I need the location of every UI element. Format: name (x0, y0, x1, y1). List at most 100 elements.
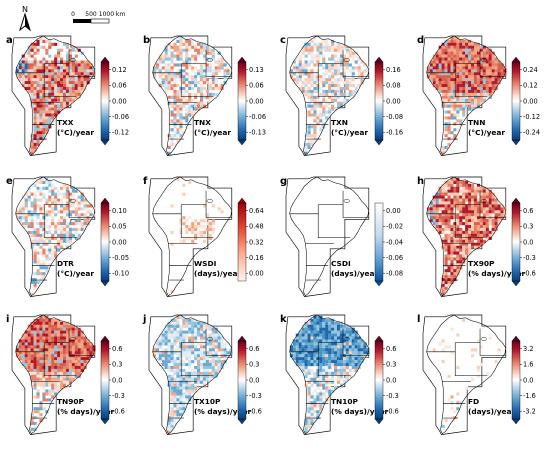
trend-cell (322, 54, 326, 58)
trend-cell (36, 365, 40, 370)
trend-cell (447, 104, 451, 108)
trend-cell (468, 195, 472, 199)
trend-cell (482, 189, 486, 193)
trend-cell (42, 315, 46, 320)
trend-cell (298, 78, 302, 82)
trend-cell (176, 110, 180, 114)
trend-cell (462, 195, 466, 199)
trend-cell (185, 230, 189, 235)
trend-cell (476, 48, 481, 52)
trend-cell (51, 333, 55, 337)
trend-cell (357, 345, 361, 349)
trend-cell (357, 66, 361, 70)
trend-cell (444, 125, 448, 129)
trend-cell (197, 42, 201, 46)
trend-cell (54, 242, 58, 246)
trend-cell (310, 327, 314, 331)
trend-cell (173, 116, 177, 120)
trend-cell (471, 92, 475, 96)
trend-cell (339, 72, 344, 76)
trend-cell (485, 201, 489, 205)
trend-cell (322, 45, 326, 49)
trend-cell (42, 125, 46, 129)
trend-cell (328, 333, 332, 337)
trend-cell (164, 357, 168, 361)
colorbar-gradient (237, 340, 247, 420)
trend-cell (176, 107, 180, 111)
trend-cell (71, 210, 75, 214)
trend-cell (310, 84, 314, 88)
trend-cell (170, 242, 174, 246)
trend-cell (476, 104, 481, 108)
trend-cell (42, 131, 46, 135)
trend-cell (441, 213, 445, 217)
trend-cell (86, 81, 90, 85)
trend-cell (39, 66, 43, 70)
trend-cell (226, 66, 230, 70)
trend-cell (57, 374, 61, 378)
trend-cell (80, 198, 84, 202)
trend-cell (310, 75, 314, 79)
trend-cell (473, 207, 478, 211)
trend-cell (33, 204, 37, 208)
trend-cell (45, 116, 49, 120)
trend-cell (214, 81, 218, 85)
index-name: CSDI (331, 259, 351, 268)
trend-cell (36, 60, 40, 64)
trend-cell (301, 342, 305, 346)
trend-cell (173, 360, 177, 364)
trend-cell (447, 60, 451, 64)
trend-cell (473, 89, 478, 94)
trend-cell (456, 113, 460, 117)
trend-cell (176, 345, 180, 349)
trend-cell (68, 201, 72, 205)
trend-cell (322, 371, 326, 375)
trend-cell (21, 336, 25, 340)
trend-cell (328, 336, 332, 340)
trend-cell (345, 327, 349, 331)
trend-cell (45, 398, 49, 402)
trend-cell (313, 416, 317, 420)
trend-cell (71, 374, 75, 378)
index-name: TXX (57, 118, 74, 127)
trend-cell (21, 60, 25, 64)
trend-cell (468, 222, 472, 226)
trend-cell (444, 116, 448, 120)
trend-cell (462, 186, 466, 190)
trend-cell (310, 81, 314, 85)
trend-cell (485, 63, 489, 67)
colorbar-f: 0.640.480.320.160.00 (237, 197, 264, 282)
trend-cell (170, 421, 174, 426)
trend-cell (199, 84, 204, 88)
trend-cell (459, 236, 463, 240)
trend-cell (173, 418, 177, 423)
trend-cell (450, 245, 454, 249)
trend-cell (488, 89, 492, 94)
trend-cell (334, 98, 338, 102)
trend-cell (42, 386, 46, 390)
trend-cell (482, 84, 486, 88)
trend-cell (208, 374, 212, 378)
trend-cell (191, 392, 195, 396)
trend-cell (179, 336, 183, 340)
trend-cell (60, 371, 64, 375)
trend-cell (33, 377, 37, 381)
trend-cell (170, 45, 174, 49)
trend-cell (173, 416, 177, 420)
trend-cell (325, 63, 329, 67)
trend-cell (188, 386, 192, 390)
trend-cell (71, 368, 75, 373)
trend-cell (33, 363, 37, 367)
trend-cell (432, 219, 436, 223)
trend-cell (202, 351, 207, 355)
trend-cell (24, 330, 28, 334)
trend-cell (191, 345, 195, 349)
trend-cell (36, 363, 40, 367)
trend-cell (62, 324, 67, 328)
trend-cell (39, 81, 43, 85)
trend-cell (444, 248, 448, 252)
trend-cell (48, 251, 52, 255)
trend-cell (155, 345, 159, 349)
trend-cell (30, 354, 34, 358)
trend-cell (179, 39, 183, 43)
